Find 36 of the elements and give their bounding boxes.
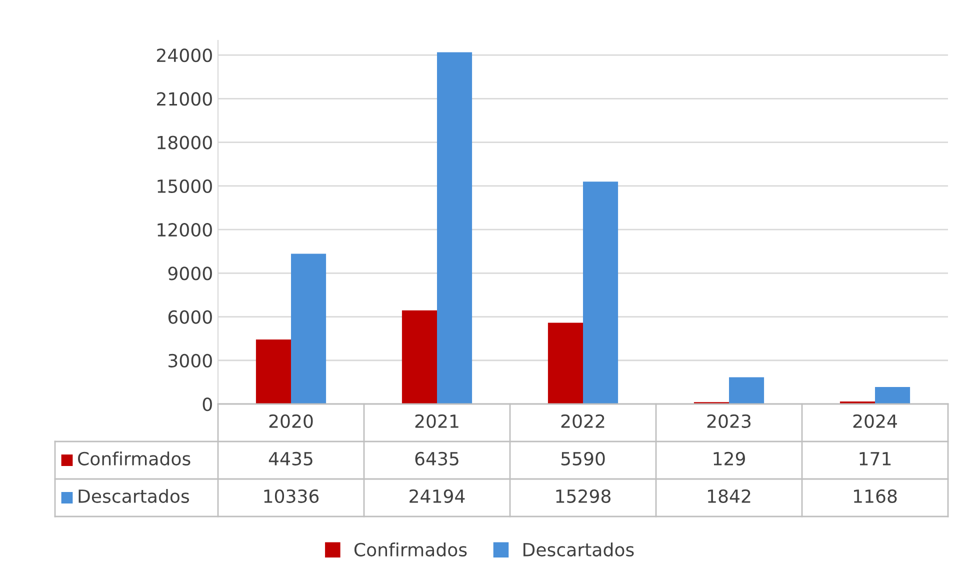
y-tick-label: 3000 bbox=[168, 354, 212, 368]
data-label: 24194 bbox=[410, 489, 465, 503]
bar bbox=[875, 387, 910, 404]
y-tick-label: 24000 bbox=[157, 48, 212, 62]
legend-label: Confirmados bbox=[78, 452, 190, 466]
x-tick-label: 2021 bbox=[415, 414, 458, 428]
data-label: 129 bbox=[714, 452, 745, 466]
data-label: 10336 bbox=[264, 489, 319, 503]
data-label: 4435 bbox=[268, 452, 312, 466]
y-tick-label: 18000 bbox=[158, 136, 212, 150]
data-label: 171 bbox=[860, 452, 891, 466]
legend-label: Descartados bbox=[78, 489, 190, 503]
bar bbox=[402, 310, 437, 404]
bar bbox=[548, 322, 583, 404]
x-tick-label: 2020 bbox=[269, 414, 313, 428]
bar bbox=[583, 182, 618, 404]
data-label: 1168 bbox=[854, 489, 897, 503]
bar bbox=[437, 52, 472, 404]
x-tick-label: 2023 bbox=[707, 414, 751, 428]
bar bbox=[291, 254, 326, 404]
text: Confirmados bbox=[354, 542, 467, 556]
data-label: 6435 bbox=[415, 452, 458, 466]
y-tick-label: 15000 bbox=[158, 179, 212, 194]
y-tick-label: 21000 bbox=[157, 92, 212, 106]
y-tick-label: 9000 bbox=[168, 266, 212, 280]
y-tick-label: 0 bbox=[202, 397, 212, 412]
y-tick-label: 12000 bbox=[158, 222, 212, 237]
x-tick-label: 2022 bbox=[561, 414, 604, 428]
y-tick-label: 6000 bbox=[168, 310, 212, 324]
bar bbox=[729, 377, 764, 404]
data-label: 5590 bbox=[561, 452, 605, 466]
bar bbox=[256, 340, 291, 404]
data-label: 1842 bbox=[708, 489, 750, 503]
data-label: 15298 bbox=[556, 489, 610, 503]
x-tick-label: 2024 bbox=[853, 414, 897, 428]
text: Descartados bbox=[524, 542, 634, 556]
